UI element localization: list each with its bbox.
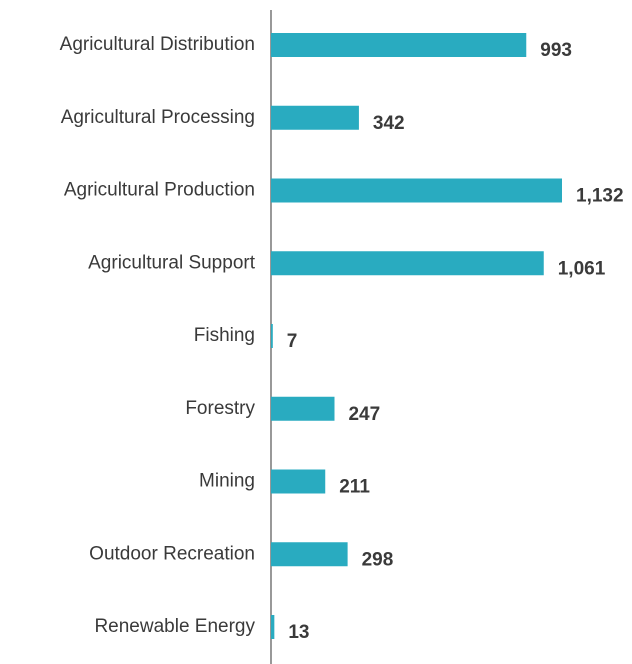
- bar: [271, 396, 335, 421]
- bar: [271, 615, 275, 639]
- data-label: 13: [288, 622, 309, 643]
- bar: [271, 324, 273, 348]
- data-label: 211: [339, 477, 370, 498]
- data-label: 7: [287, 331, 298, 352]
- category-label: Renewable Energy: [94, 616, 255, 637]
- category-label: Agricultural Production: [64, 180, 255, 201]
- data-label: 1,061: [558, 258, 606, 279]
- category-label: Fishing: [194, 325, 255, 346]
- bar: [271, 542, 348, 567]
- category-label: Agricultural Support: [88, 252, 256, 273]
- bar: [271, 469, 326, 494]
- data-label: 342: [373, 113, 405, 134]
- category-label: Agricultural Processing: [61, 107, 255, 128]
- category-label: Agricultural Distribution: [60, 34, 255, 55]
- data-label: 247: [348, 404, 380, 425]
- data-label: 1,132: [576, 186, 624, 207]
- bar: [271, 33, 527, 57]
- bar: [271, 178, 562, 203]
- category-label: Outdoor Recreation: [89, 543, 255, 564]
- data-label: 298: [362, 549, 394, 570]
- category-label: Mining: [199, 471, 255, 492]
- category-label: Forestry: [185, 398, 255, 419]
- data-label: 993: [540, 40, 572, 61]
- bar: [271, 105, 359, 130]
- bar: [271, 251, 544, 276]
